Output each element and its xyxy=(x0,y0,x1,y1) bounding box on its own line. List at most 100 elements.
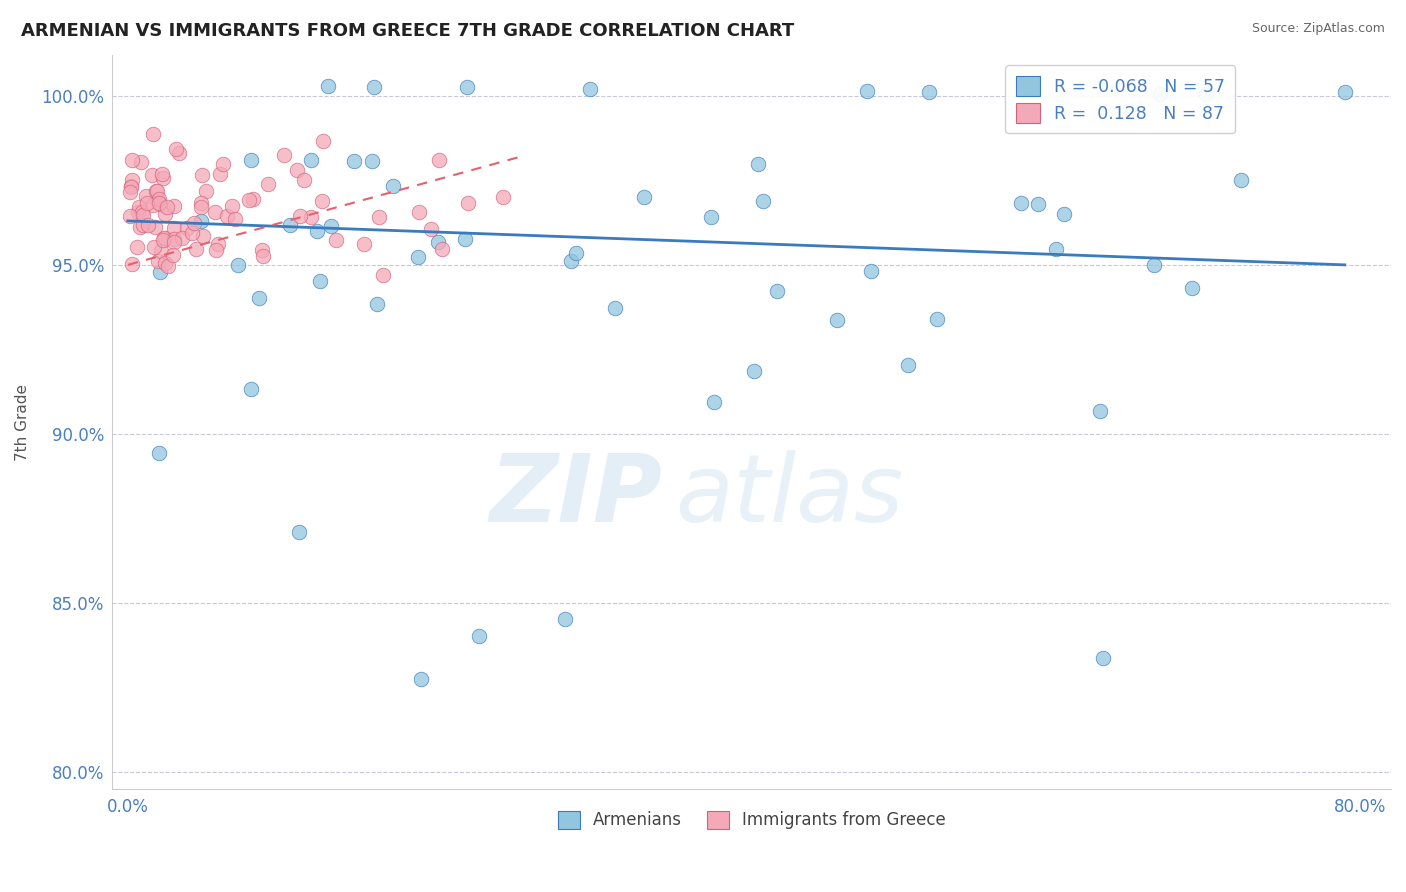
Point xyxy=(353,237,375,252)
Point xyxy=(703,395,725,409)
Point xyxy=(121,173,143,187)
Point xyxy=(153,255,176,269)
Point xyxy=(145,184,167,198)
Point xyxy=(257,178,280,192)
Point xyxy=(742,364,765,378)
Point xyxy=(163,235,186,250)
Point xyxy=(155,231,177,245)
Point xyxy=(208,167,231,181)
Point xyxy=(127,205,149,219)
Point xyxy=(141,168,163,182)
Point xyxy=(1092,651,1115,665)
Point xyxy=(918,85,941,99)
Point xyxy=(432,242,454,256)
Point xyxy=(156,259,179,273)
Point xyxy=(153,206,176,220)
Point xyxy=(301,153,323,168)
Point xyxy=(1143,258,1166,272)
Point xyxy=(603,301,626,315)
Point xyxy=(1052,207,1074,221)
Point xyxy=(128,201,150,215)
Point xyxy=(242,193,264,207)
Point xyxy=(1045,242,1067,256)
Point xyxy=(183,216,205,230)
Point xyxy=(305,223,328,237)
Point xyxy=(118,186,141,200)
Point xyxy=(367,210,389,224)
Point xyxy=(190,214,212,228)
Y-axis label: 7th Grade: 7th Grade xyxy=(15,384,30,460)
Point xyxy=(146,254,169,268)
Point xyxy=(191,229,214,244)
Point xyxy=(190,196,212,211)
Point xyxy=(181,226,204,240)
Point xyxy=(468,628,491,642)
Point xyxy=(149,265,172,279)
Point xyxy=(491,189,513,203)
Point xyxy=(163,232,186,246)
Point xyxy=(316,79,339,94)
Point xyxy=(311,194,333,208)
Point xyxy=(319,219,342,234)
Point xyxy=(285,162,308,177)
Point xyxy=(927,312,949,326)
Point xyxy=(129,220,152,235)
Point xyxy=(288,525,311,540)
Point xyxy=(136,196,159,211)
Point xyxy=(224,211,246,226)
Point xyxy=(554,612,576,626)
Point xyxy=(156,200,179,214)
Point xyxy=(190,168,212,182)
Point xyxy=(163,221,186,235)
Point xyxy=(1149,87,1171,101)
Point xyxy=(1181,280,1204,294)
Point xyxy=(454,232,477,246)
Point xyxy=(856,84,879,98)
Point xyxy=(226,258,249,272)
Point xyxy=(131,208,153,222)
Point xyxy=(308,275,330,289)
Point xyxy=(150,167,173,181)
Point xyxy=(143,220,166,235)
Text: ZIP: ZIP xyxy=(489,450,662,541)
Point xyxy=(129,155,152,169)
Point xyxy=(238,193,260,207)
Point xyxy=(897,359,920,373)
Point xyxy=(217,209,239,223)
Point xyxy=(1010,195,1032,210)
Point xyxy=(360,153,382,168)
Text: ARMENIAN VS IMMIGRANTS FROM GREECE 7TH GRADE CORRELATION CHART: ARMENIAN VS IMMIGRANTS FROM GREECE 7TH G… xyxy=(21,22,794,40)
Text: atlas: atlas xyxy=(675,450,903,541)
Point xyxy=(142,198,165,212)
Point xyxy=(132,218,155,232)
Point xyxy=(167,146,190,161)
Point xyxy=(153,231,176,245)
Point xyxy=(1195,87,1218,101)
Point xyxy=(152,170,174,185)
Point xyxy=(860,264,883,278)
Point xyxy=(560,254,582,268)
Point xyxy=(1090,404,1112,418)
Point xyxy=(1230,172,1253,186)
Point xyxy=(299,210,322,224)
Point xyxy=(457,196,479,211)
Point xyxy=(204,244,226,258)
Point xyxy=(148,192,170,206)
Point xyxy=(170,231,193,245)
Legend: Armenians, Immigrants from Greece: Armenians, Immigrants from Greece xyxy=(551,804,952,836)
Point xyxy=(456,80,478,95)
Point xyxy=(176,221,198,235)
Point xyxy=(152,233,174,247)
Point xyxy=(366,297,388,311)
Point xyxy=(195,184,218,198)
Point xyxy=(325,233,347,247)
Point xyxy=(1028,197,1050,211)
Point xyxy=(184,243,207,257)
Point xyxy=(427,235,450,249)
Point xyxy=(212,157,235,171)
Point xyxy=(163,199,186,213)
Point xyxy=(700,210,723,224)
Point xyxy=(252,249,274,263)
Point xyxy=(250,243,273,257)
Point xyxy=(165,143,187,157)
